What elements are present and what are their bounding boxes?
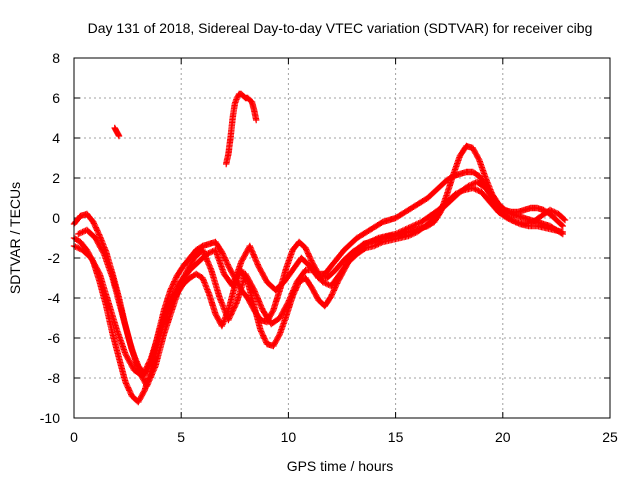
series-track-c: [70, 178, 566, 380]
x-tick-label: 10: [281, 429, 297, 445]
x-tick-label: 20: [495, 429, 511, 445]
data-point: [366, 238, 374, 246]
chart-title: Day 131 of 2018, Sidereal Day-to-day VTE…: [88, 20, 593, 36]
series-track-d: [75, 184, 569, 390]
x-tick-label: 25: [602, 429, 618, 445]
y-tick-label: -2: [48, 250, 61, 266]
x-tick-label: 15: [388, 429, 404, 445]
y-tick-label: -8: [48, 370, 61, 386]
y-tick-label: 6: [52, 90, 60, 106]
data-point: [401, 226, 408, 234]
interpolated-points: [223, 90, 260, 166]
x-tick-label: 5: [177, 429, 185, 445]
y-tick-label: -6: [48, 330, 61, 346]
interpolated-points: [72, 179, 565, 379]
data-point: [75, 230, 82, 238]
y-tick-label: 8: [52, 50, 60, 66]
y-axis-label: SDTVAR / TECUs: [7, 182, 23, 294]
data-point: [409, 222, 416, 230]
series-track-f: [111, 124, 123, 140]
y-tick-label: -10: [40, 410, 60, 426]
y-tick-label: 0: [52, 210, 60, 226]
x-tick-labels: 0 5 10 15 20 25: [70, 429, 618, 445]
y-tick-label: -4: [48, 290, 61, 306]
y-tick-label: 4: [52, 130, 60, 146]
series-track-e: [223, 90, 260, 168]
interpolated-points: [112, 125, 122, 139]
x-axis-label: GPS time / hours: [287, 458, 394, 474]
x-tick-label: 0: [70, 429, 78, 445]
y-tick-label: 2: [52, 170, 60, 186]
data-points: [70, 90, 569, 406]
y-tick-labels: -10 -8 -6 -4 -2 0 2 4 6 8: [40, 50, 60, 426]
interpolated-points: [76, 185, 568, 388]
plot-frame: [73, 57, 611, 419]
